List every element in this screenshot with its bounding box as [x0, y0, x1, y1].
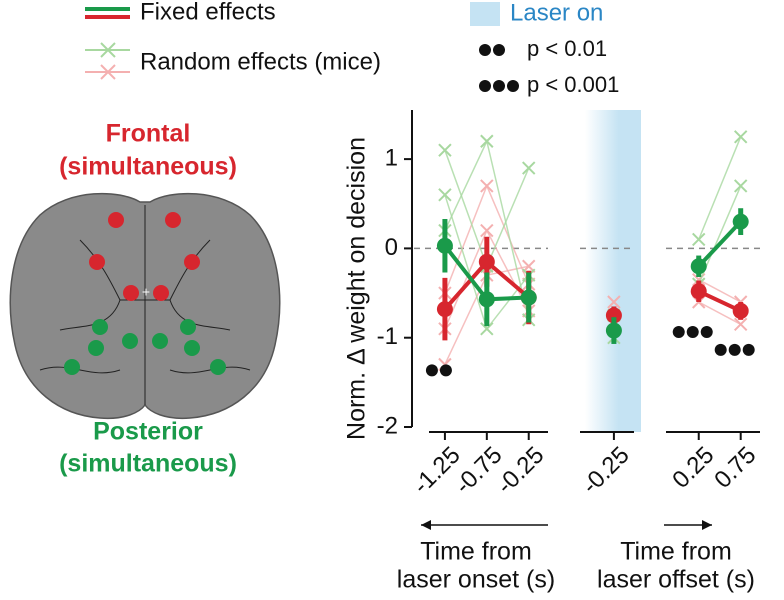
significance-dot	[439, 364, 452, 377]
significance-dot	[686, 325, 699, 338]
x-axis-label: laser onset (s)	[397, 566, 555, 594]
random-effect-marker	[480, 223, 494, 238]
legend-dot	[479, 44, 491, 56]
y-tick-label: -1	[377, 323, 398, 350]
random-effect-marker	[480, 322, 494, 336]
random-effect-marker	[438, 143, 452, 157]
legend-swatch	[470, 2, 500, 26]
x-axis-label: Time from	[420, 538, 532, 566]
legend-dot	[493, 80, 505, 92]
x-tick-label: 0.25	[667, 442, 719, 494]
legend-label: Fixed effects	[140, 0, 276, 25]
x-axis-label: Time from	[620, 538, 732, 566]
x-tick-label: -1.25	[408, 442, 466, 500]
laser-shade	[585, 110, 641, 432]
legend-label: Random effects (mice)	[140, 48, 381, 75]
region-label: (simultaneous)	[59, 450, 237, 478]
legend-label: p < 0.001	[527, 72, 619, 97]
fixed-effect-line	[697, 220, 743, 268]
random-effect-marker	[438, 188, 452, 202]
x-tick-label: -0.75	[450, 442, 508, 500]
y-tick-label: 1	[385, 144, 398, 171]
random-effect-marker	[733, 179, 748, 193]
y-axis-label: Norm. Δ weight on decision	[343, 137, 371, 440]
x-axis-label: laser offset (s)	[597, 566, 755, 594]
fixed-effect-point	[732, 213, 749, 230]
legend-marker	[100, 64, 116, 80]
legend-label: Laser on	[510, 0, 603, 26]
random-effect-marker	[733, 130, 748, 144]
random-effect-line	[698, 136, 742, 240]
random-effect-marker	[733, 317, 748, 332]
y-tick-label: 0	[385, 234, 398, 261]
fixed-effect-point	[690, 258, 707, 275]
fixed-effect-point	[520, 289, 537, 306]
significance-dot	[728, 343, 741, 356]
svg-text:+: +	[142, 284, 150, 300]
fixed-effect-point	[436, 301, 453, 318]
legend-dot	[493, 44, 505, 56]
fixed-effect-point	[436, 237, 453, 254]
random-effect-marker	[480, 134, 494, 148]
arrow-head	[421, 520, 431, 530]
fixed-effect-point	[478, 291, 495, 308]
significance-dot	[672, 325, 685, 338]
legend-dot	[479, 80, 491, 92]
significance-dot	[714, 343, 727, 356]
brain-diagram: +	[9, 192, 281, 420]
random-effect-marker	[607, 295, 621, 309]
legend-dot	[507, 80, 519, 92]
region-label: Posterior	[93, 418, 203, 446]
region-label: (simultaneous)	[59, 153, 237, 181]
legend-label: p < 0.01	[527, 36, 607, 61]
random-effect-marker	[522, 161, 536, 175]
significance-dot	[425, 364, 438, 377]
random-effect-marker	[480, 179, 494, 193]
x-tick-label: -0.25	[577, 442, 635, 500]
region-label: Frontal	[106, 120, 191, 148]
random-effect-marker	[692, 232, 706, 247]
random-effect-line	[698, 301, 742, 325]
significance-dot	[700, 325, 713, 338]
random-effect-line	[698, 278, 742, 303]
fixed-effect-point	[690, 283, 707, 300]
y-tick-label: -2	[377, 412, 398, 439]
legend-marker	[100, 42, 116, 58]
fixed-effect-point	[478, 253, 495, 270]
significance-dot	[742, 343, 755, 356]
fixed-effect-point	[605, 307, 622, 324]
x-tick-label: 0.75	[709, 442, 761, 494]
fixed-effect-point	[605, 322, 622, 339]
fixed-effect-point	[732, 302, 749, 319]
arrow-head	[702, 520, 712, 530]
x-tick-label: -0.25	[492, 442, 550, 500]
